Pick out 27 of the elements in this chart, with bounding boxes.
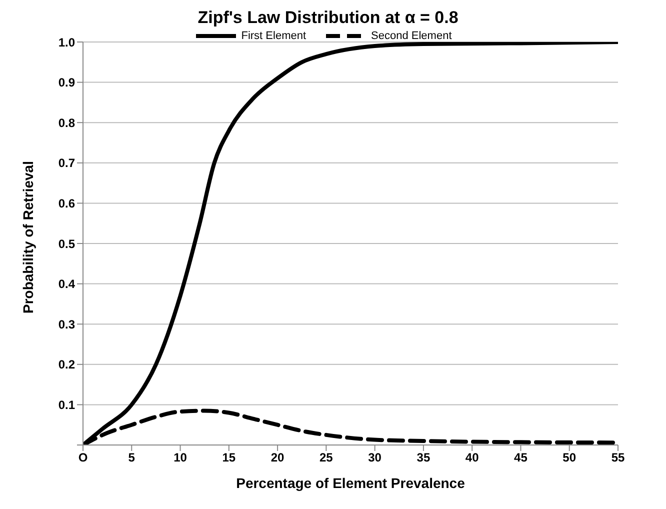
legend-label: First Element bbox=[241, 30, 306, 42]
y-tick-label: 0.4 bbox=[58, 277, 76, 292]
y-tick-label: 0.8 bbox=[58, 116, 76, 130]
x-tick-label: O bbox=[78, 450, 88, 465]
x-tick-label: 50 bbox=[562, 450, 576, 465]
y-tick-label: 0.7 bbox=[58, 156, 76, 170]
chart-title: Zipf's Law Distribution at α = 0.8 bbox=[196, 8, 460, 29]
x-tick-label: 20 bbox=[270, 450, 285, 465]
y-tick-label: 0.5 bbox=[58, 236, 76, 251]
x-tick-label: 25 bbox=[320, 450, 334, 465]
legend-label: Second Element bbox=[371, 30, 452, 42]
y-tick-label: 0.6 bbox=[58, 196, 76, 210]
x-axis-title: Percentage of Element Prevalence bbox=[236, 475, 466, 491]
x-tick-label: 30 bbox=[368, 450, 382, 465]
x-tick-label: 5 bbox=[128, 450, 136, 465]
x-tick-label: 45 bbox=[514, 450, 528, 465]
y-tick-label: 0.3 bbox=[58, 317, 76, 332]
y-tick-label: 0.2 bbox=[58, 358, 76, 372]
y-axis-title: Probability of Retrieval bbox=[20, 161, 36, 314]
x-tick-label: 35 bbox=[416, 450, 430, 465]
y-tick-label: 1.0 bbox=[58, 35, 76, 50]
y-tick-label: 0.9 bbox=[58, 76, 76, 90]
x-tick-label: 15 bbox=[222, 450, 236, 465]
x-tick-label: 40 bbox=[465, 450, 480, 465]
x-tick-label: 55 bbox=[611, 450, 625, 465]
y-tick-label: 0.1 bbox=[58, 398, 76, 412]
x-tick-label: 10 bbox=[174, 450, 188, 465]
